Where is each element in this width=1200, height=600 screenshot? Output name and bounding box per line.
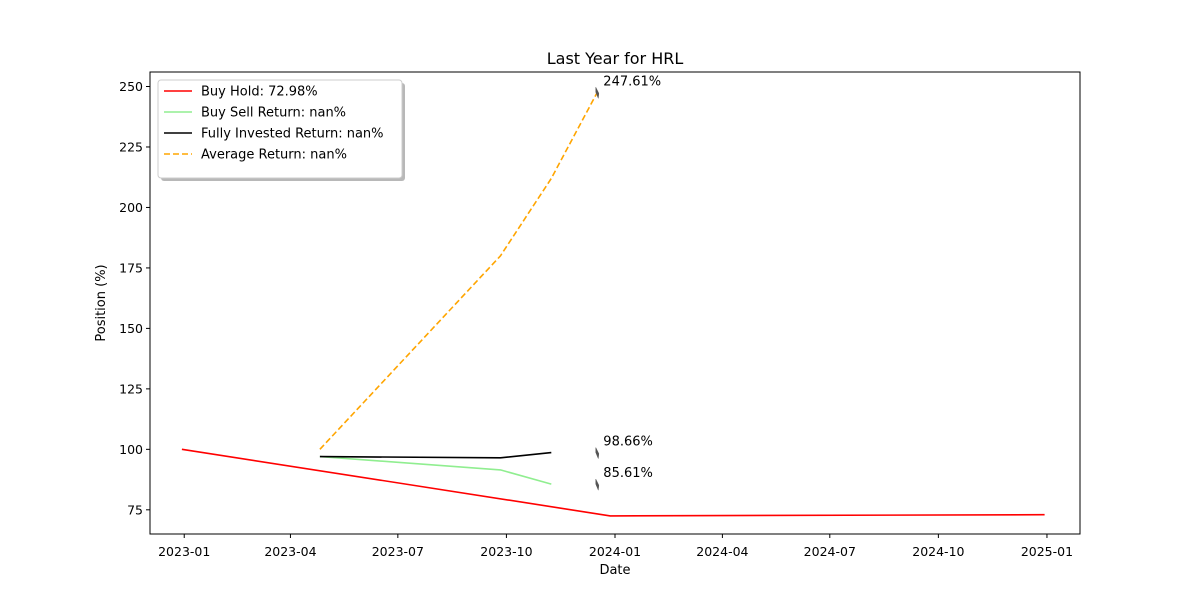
annotation-label: 85.61% bbox=[603, 466, 653, 481]
x-tick-label: 2023-04 bbox=[264, 544, 316, 559]
series-layer bbox=[181, 91, 1045, 517]
series-line bbox=[319, 451, 552, 459]
x-tick-label: 2024-01 bbox=[589, 544, 641, 559]
y-tick-label: 225 bbox=[119, 139, 143, 154]
legend-label: Fully Invested Return: nan% bbox=[201, 127, 384, 142]
chart-title: Last Year for HRL bbox=[547, 49, 684, 68]
annotation-arrow bbox=[595, 447, 600, 459]
annotation-arrow bbox=[595, 479, 600, 491]
y-tick-label: 250 bbox=[119, 79, 143, 94]
x-tick-label: 2023-10 bbox=[480, 544, 532, 559]
annotation-label: 247.61% bbox=[603, 74, 661, 89]
y-tick-label: 100 bbox=[119, 442, 143, 457]
legend-box bbox=[157, 79, 403, 179]
x-tick-label: 2023-07 bbox=[372, 544, 424, 559]
x-tick-label: 2024-07 bbox=[804, 544, 856, 559]
legend-label: Buy Hold: 72.98% bbox=[201, 85, 318, 100]
annotation-layer: 247.61% 98.66% 85.61% bbox=[595, 74, 661, 491]
y-tick-label: 150 bbox=[119, 321, 143, 336]
legend-label: Average Return: nan% bbox=[201, 148, 347, 163]
y-tick-label: 125 bbox=[119, 381, 143, 396]
series-line bbox=[319, 91, 599, 450]
annotation-label: 98.66% bbox=[603, 435, 653, 450]
legend: Buy Hold: 72.98% Buy Sell Return: nan% Ful… bbox=[157, 79, 405, 181]
x-tick-label: 2023-01 bbox=[158, 544, 210, 559]
annotation-arrow bbox=[595, 87, 600, 99]
y-tick-label: 75 bbox=[127, 502, 143, 517]
x-axis-label: Date bbox=[599, 563, 630, 578]
x-axis: 2023-01 2023-04 2023-07 2023-10 2024-01 2024-… bbox=[158, 534, 1073, 559]
x-tick-label: 2025-01 bbox=[1021, 544, 1073, 559]
series-line bbox=[181, 448, 1045, 517]
x-tick-label: 2024-04 bbox=[696, 544, 748, 559]
series-line bbox=[319, 455, 552, 485]
legend-label: Buy Sell Return: nan% bbox=[201, 106, 346, 121]
y-axis: 75 100 125 150 175 200 225 250 bbox=[119, 79, 150, 517]
y-tick-label: 175 bbox=[119, 260, 143, 275]
x-tick-label: 2024-10 bbox=[912, 544, 964, 559]
y-axis-label: Position (%) bbox=[94, 264, 109, 341]
y-tick-label: 200 bbox=[119, 200, 143, 215]
